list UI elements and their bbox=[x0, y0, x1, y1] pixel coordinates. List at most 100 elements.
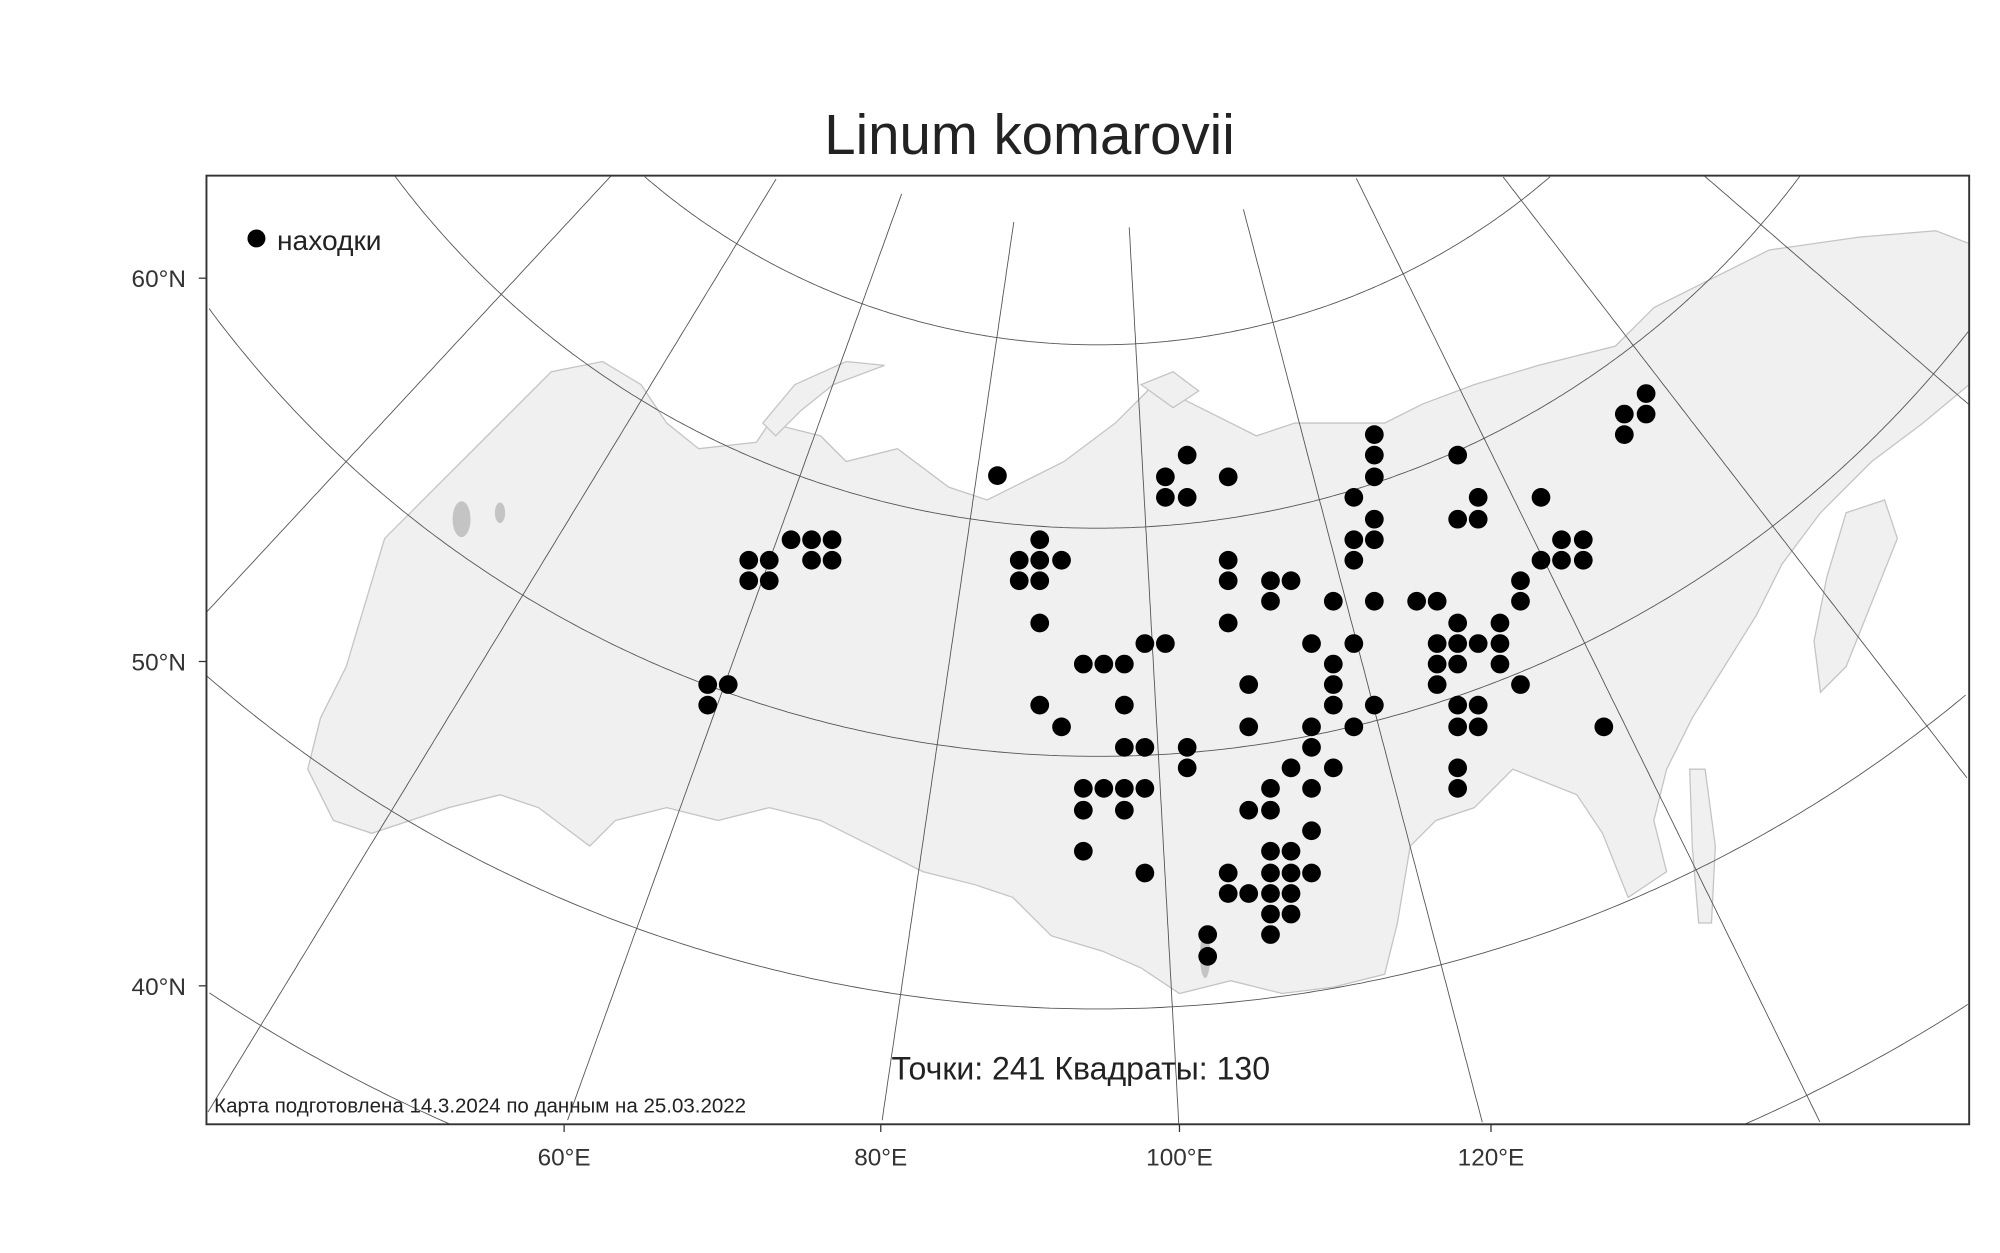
occurrence-point bbox=[1281, 863, 1301, 883]
occurrence-point bbox=[1135, 863, 1155, 883]
occurrence-point bbox=[1261, 884, 1280, 903]
credit-text: Карта подготовлена 14.3.2024 по данным н… bbox=[214, 1095, 746, 1118]
occurrence-point bbox=[1218, 884, 1238, 903]
occurrence-point bbox=[1323, 675, 1343, 694]
occurrence-point bbox=[1427, 634, 1447, 653]
occurrence-point bbox=[1009, 550, 1029, 570]
legend: находки bbox=[247, 224, 382, 256]
occurrence-point bbox=[1156, 488, 1175, 507]
occurrence-point bbox=[1239, 717, 1259, 737]
occurrence-point bbox=[822, 530, 842, 550]
occurrence-point bbox=[1281, 904, 1301, 924]
occurrence-point bbox=[1177, 738, 1197, 757]
occurrence-point bbox=[1490, 634, 1510, 653]
occurrence-point bbox=[698, 675, 718, 694]
occurrence-point bbox=[1261, 841, 1280, 861]
occurrence-point bbox=[739, 571, 759, 591]
occurrence-point bbox=[718, 675, 738, 694]
occurrence-point bbox=[1364, 445, 1384, 465]
axis-ticks bbox=[198, 277, 1492, 1132]
legend-label: находки bbox=[277, 224, 382, 256]
occurrence-point bbox=[1364, 467, 1384, 487]
occurrence-point bbox=[1261, 779, 1280, 798]
land-russia bbox=[307, 230, 1970, 995]
occurrence-point bbox=[1344, 488, 1364, 507]
parallel-line bbox=[394, 175, 1801, 529]
occurrence-point bbox=[1114, 779, 1134, 798]
occurrence-point bbox=[1614, 404, 1634, 424]
occurrence-point bbox=[1448, 654, 1468, 674]
land-kamchatka bbox=[1813, 499, 1899, 694]
occurrence-point bbox=[1030, 613, 1050, 633]
parallel-line bbox=[209, 992, 450, 1125]
parallel-line bbox=[644, 176, 1551, 346]
occurrence-point bbox=[1030, 530, 1050, 550]
occurrence-point bbox=[1239, 884, 1259, 903]
lon-label-80: 80°E bbox=[854, 1144, 907, 1171]
map-frame bbox=[205, 174, 1971, 1126]
occurrence-point bbox=[1114, 654, 1134, 674]
occurrence-point bbox=[1177, 488, 1197, 507]
occurrence-point bbox=[1302, 738, 1321, 757]
occurrence-point bbox=[1448, 779, 1468, 798]
occurrence-point bbox=[1198, 946, 1218, 966]
occurrence-point bbox=[1302, 717, 1321, 737]
map-area bbox=[206, 175, 1970, 1125]
lon-label-100: 100°E bbox=[1146, 1144, 1213, 1171]
meridian-line bbox=[1243, 209, 1483, 1123]
occurrence-point bbox=[1468, 488, 1488, 507]
occurrence-point bbox=[1427, 675, 1447, 694]
occurrence-point bbox=[1468, 695, 1488, 715]
occurrence-point bbox=[1552, 530, 1571, 550]
occurrence-point bbox=[1427, 591, 1447, 611]
occurrence-points bbox=[698, 384, 1656, 966]
filled-circle-icon bbox=[247, 229, 266, 248]
occurrence-point bbox=[1302, 779, 1321, 798]
occurrence-point bbox=[1218, 550, 1238, 570]
meridian-line bbox=[881, 221, 1015, 1121]
occurrence-point bbox=[1364, 530, 1384, 550]
parallel-line bbox=[206, 675, 1966, 1010]
occurrence-point bbox=[1052, 717, 1071, 737]
occurrence-point bbox=[1364, 695, 1384, 715]
occurrence-point bbox=[1261, 925, 1280, 944]
occurrence-point bbox=[1594, 717, 1614, 737]
occurrence-point bbox=[1323, 654, 1343, 674]
meridian-line bbox=[206, 175, 612, 613]
meridian-line bbox=[1355, 178, 1821, 1123]
occurrence-point bbox=[1511, 675, 1530, 694]
occurrence-point bbox=[1094, 779, 1114, 798]
occurrence-point bbox=[1448, 445, 1468, 465]
occurrence-point bbox=[1218, 467, 1238, 487]
occurrence-point bbox=[1302, 634, 1321, 653]
occurrence-point bbox=[698, 695, 718, 715]
occurrence-point bbox=[1531, 488, 1551, 507]
occurrence-point bbox=[1468, 509, 1488, 529]
occurrence-point bbox=[822, 550, 842, 570]
occurrence-point bbox=[1052, 550, 1071, 570]
occurrence-point bbox=[1448, 717, 1468, 737]
meridian-line bbox=[207, 178, 777, 1113]
occurrence-point bbox=[1323, 695, 1343, 715]
occurrence-point bbox=[1364, 591, 1384, 611]
occurrence-point bbox=[1364, 509, 1384, 529]
occurrence-point bbox=[1177, 445, 1197, 465]
occurrence-point bbox=[1135, 738, 1155, 757]
occurrence-point bbox=[1407, 591, 1426, 611]
meridian-line bbox=[1502, 176, 1968, 779]
occurrence-point bbox=[1448, 613, 1468, 633]
occurrence-point bbox=[1427, 654, 1447, 674]
occurrence-point bbox=[1281, 884, 1301, 903]
occurrence-point bbox=[1030, 571, 1050, 591]
occurrence-point bbox=[1094, 654, 1114, 674]
occurrence-point bbox=[1156, 634, 1175, 653]
occurrence-point bbox=[802, 550, 821, 570]
lat-label-50: 50°N bbox=[132, 649, 186, 676]
occurrence-point bbox=[1030, 695, 1050, 715]
lon-label-60: 60°E bbox=[538, 1144, 591, 1171]
meridian-line bbox=[1704, 175, 1969, 405]
occurrence-point bbox=[1511, 571, 1530, 591]
land-layer bbox=[307, 230, 1970, 995]
occurrence-point bbox=[1218, 863, 1238, 883]
occurrence-point bbox=[759, 550, 779, 570]
